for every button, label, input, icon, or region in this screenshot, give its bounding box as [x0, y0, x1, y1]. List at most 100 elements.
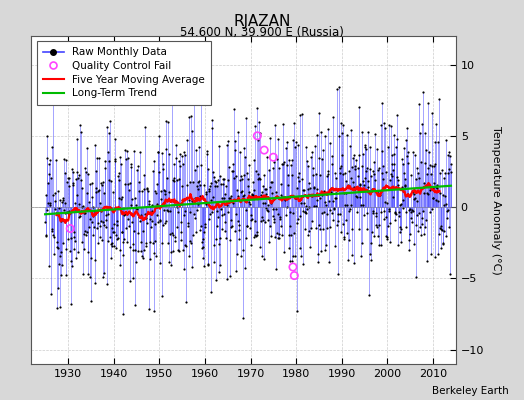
- Point: [268, 206, 277, 212]
- Point: [203, 148, 211, 155]
- Point: [193, 163, 201, 169]
- Point: [431, 254, 439, 260]
- Point: [343, 202, 351, 208]
- Point: [170, 175, 179, 182]
- Point: [137, 212, 145, 218]
- Point: [246, 201, 254, 207]
- Point: [253, 232, 261, 238]
- Point: [182, 299, 190, 305]
- Point: [303, 206, 311, 212]
- Point: [244, 182, 253, 189]
- Point: [261, 186, 269, 192]
- Point: [348, 155, 357, 161]
- Point: [290, 230, 298, 236]
- Point: [78, 204, 86, 210]
- Point: [210, 242, 218, 248]
- Point: [372, 222, 380, 228]
- Point: [311, 142, 319, 149]
- Point: [316, 248, 325, 254]
- Point: [89, 203, 97, 210]
- Point: [444, 149, 453, 156]
- Point: [125, 244, 134, 250]
- Point: [124, 181, 132, 188]
- Point: [196, 223, 205, 229]
- Point: [418, 121, 426, 127]
- Point: [411, 195, 419, 201]
- Point: [205, 186, 213, 192]
- Point: [292, 220, 301, 226]
- Point: [86, 274, 94, 280]
- Point: [293, 142, 302, 148]
- Point: [356, 182, 365, 188]
- Point: [325, 198, 333, 205]
- Point: [203, 166, 212, 172]
- Point: [183, 223, 192, 229]
- Point: [60, 207, 68, 213]
- Point: [443, 215, 451, 221]
- Point: [396, 201, 404, 208]
- Point: [57, 272, 66, 278]
- Point: [110, 221, 118, 228]
- Point: [62, 272, 71, 278]
- Point: [177, 237, 185, 243]
- Point: [330, 242, 339, 249]
- Point: [389, 167, 397, 173]
- Point: [311, 225, 320, 231]
- Point: [84, 271, 92, 277]
- Point: [157, 188, 165, 194]
- Point: [267, 200, 276, 206]
- Point: [200, 182, 208, 188]
- Point: [192, 228, 200, 235]
- Point: [309, 165, 317, 171]
- Point: [408, 208, 417, 214]
- Point: [134, 163, 142, 170]
- Point: [178, 197, 187, 203]
- Point: [164, 240, 172, 246]
- Point: [73, 136, 82, 142]
- Point: [326, 140, 334, 146]
- Point: [364, 178, 373, 184]
- Point: [113, 235, 122, 242]
- Point: [392, 211, 400, 218]
- Point: [61, 157, 70, 163]
- Point: [436, 223, 445, 230]
- Point: [292, 194, 300, 201]
- Point: [114, 235, 122, 242]
- Point: [192, 147, 200, 154]
- Point: [222, 235, 231, 241]
- Point: [378, 100, 386, 106]
- Point: [395, 213, 403, 219]
- Point: [286, 209, 294, 215]
- Point: [113, 218, 121, 224]
- Point: [190, 211, 199, 217]
- Point: [198, 239, 206, 245]
- Point: [277, 180, 285, 187]
- Point: [408, 207, 417, 213]
- Point: [233, 186, 241, 193]
- Point: [59, 240, 67, 246]
- Point: [106, 178, 115, 184]
- Point: [236, 148, 244, 155]
- Point: [124, 155, 132, 161]
- Point: [384, 223, 392, 230]
- Point: [274, 211, 282, 218]
- Point: [51, 210, 60, 217]
- Point: [176, 151, 184, 158]
- Point: [316, 172, 324, 178]
- Point: [392, 136, 401, 142]
- Point: [348, 226, 356, 232]
- Point: [141, 243, 150, 250]
- Point: [101, 158, 110, 164]
- Point: [317, 129, 325, 135]
- Point: [69, 169, 78, 176]
- Point: [318, 192, 326, 198]
- Point: [177, 219, 185, 225]
- Point: [432, 121, 440, 127]
- Point: [245, 199, 254, 205]
- Point: [82, 145, 91, 151]
- Point: [265, 238, 273, 245]
- Point: [223, 276, 231, 282]
- Point: [97, 208, 105, 214]
- Point: [385, 122, 394, 129]
- Point: [375, 222, 383, 228]
